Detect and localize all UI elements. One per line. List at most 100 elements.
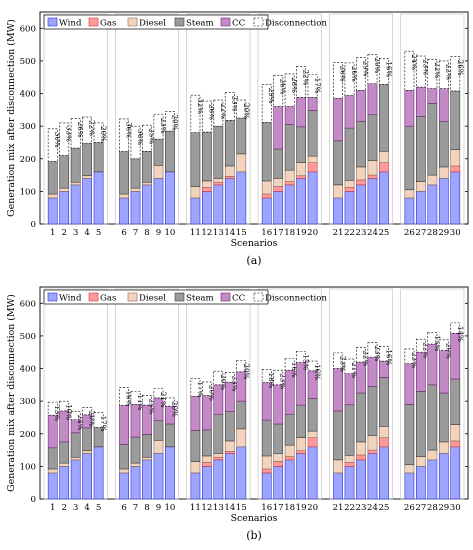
- disconnection-pct-label: 30%: [53, 132, 62, 148]
- bar-segment-wind: [142, 184, 152, 225]
- x-tick-label: 25: [378, 503, 389, 513]
- x-tick-label: 23: [356, 228, 367, 238]
- x-tick-label: 10: [164, 503, 175, 513]
- x-tick-label: 15: [236, 228, 247, 238]
- bar-segment-steam: [333, 140, 343, 186]
- bar-segment-gas: [213, 456, 224, 461]
- bar-segment-steam: [284, 413, 295, 446]
- disconnection-pct-label: 22%: [421, 342, 430, 358]
- bar-segment-steam: [404, 404, 415, 466]
- x-tick-label: 16: [261, 228, 272, 238]
- x-tick-label: 11: [190, 503, 201, 513]
- disconnection-pct-label: 10%: [65, 404, 74, 420]
- bar-segment-diesel: [236, 153, 247, 173]
- disconnection-pct-label: 17%: [313, 78, 322, 94]
- bar-segment-disconnection: [236, 360, 247, 373]
- bar-segment-cc: [119, 405, 129, 445]
- bar-segment-steam: [47, 447, 58, 470]
- disconnection-pct-label: 16%: [384, 349, 393, 365]
- disconnection-pct-label: 18%: [267, 373, 276, 389]
- bar-segment-wind: [296, 453, 307, 500]
- disconnection-pct-label: 26%: [207, 104, 216, 120]
- bar-segment-cc: [404, 89, 415, 127]
- bar-segment-disconnection: [119, 387, 129, 406]
- panel-label: (a): [246, 254, 261, 267]
- bar-segment-steam: [142, 150, 152, 183]
- disconnection-pct-label: 14%: [456, 326, 465, 342]
- bar-segment-diesel: [130, 187, 141, 192]
- legend-swatch-steam: [174, 292, 185, 302]
- bar-segment-cc: [284, 106, 295, 125]
- bar-segment-diesel: [415, 456, 426, 467]
- bar-segment-diesel: [59, 187, 70, 192]
- disconnection-pct-label: 20%: [99, 126, 108, 142]
- bar-segment-wind: [59, 466, 70, 500]
- bar-segment-diesel: [201, 455, 212, 463]
- bar-segment-steam: [165, 423, 175, 448]
- bar-segment-diesel: [344, 454, 355, 463]
- disconnection-pct-label: 23%: [230, 375, 239, 391]
- x-tick-label: 4: [84, 503, 90, 513]
- bar-segment-disconnection: [273, 75, 284, 107]
- legend-label-diesel: Diesel: [139, 19, 166, 29]
- disconnection-pct-label: 22%: [433, 62, 442, 78]
- bar-segment-diesel: [70, 181, 81, 186]
- bar-segment-steam: [119, 444, 129, 470]
- x-tick-label: 9: [156, 503, 161, 513]
- bar-segment-steam: [130, 158, 141, 189]
- bar-segment-wind: [367, 453, 378, 500]
- bar-segment-cc: [296, 97, 307, 128]
- disconnection-pct-label: 16%: [290, 362, 299, 378]
- bar-segment-gas: [273, 461, 284, 467]
- bar-segment-steam: [367, 386, 378, 436]
- bar-segment-wind: [261, 197, 272, 225]
- bar-segment-diesel: [296, 437, 307, 452]
- disconnection-pct-label: 32%: [196, 98, 205, 114]
- bar-segment-wind: [236, 171, 247, 225]
- bar-segment-steam: [59, 155, 70, 189]
- bar-segment-disconnection: [427, 58, 438, 89]
- bar-segment-disconnection: [142, 124, 152, 152]
- bar-segment-diesel: [415, 181, 426, 192]
- bar-segment-gas: [356, 454, 366, 461]
- bar-segment-disconnection: [119, 118, 129, 152]
- bar-segment-wind: [307, 171, 318, 225]
- bar-segment-disconnection: [213, 99, 224, 127]
- x-tick-label: 18: [284, 228, 295, 238]
- x-tick-label: 21: [333, 228, 344, 238]
- bar-segment-steam: [415, 116, 426, 182]
- disconnection-pct-label: 23%: [410, 352, 419, 368]
- x-tick-label: 11: [190, 228, 201, 238]
- y-tick-label: 500: [20, 57, 36, 67]
- bar-segment-diesel: [213, 178, 224, 183]
- disconnection-pct-label: 28%: [290, 77, 299, 93]
- plot-frame: [39, 286, 469, 500]
- bar-segment-diesel: [119, 193, 129, 199]
- bar-segment-diesel: [284, 444, 295, 457]
- y-tick-label: 200: [20, 430, 36, 440]
- bar-segment-gas: [307, 162, 318, 173]
- y-tick-label: 0: [31, 220, 36, 230]
- legend-label-gas: Gas: [100, 19, 116, 29]
- disconnection-pct-label: 22%: [88, 120, 97, 136]
- bar-segment-disconnection: [201, 100, 212, 133]
- bar-segment-wind: [47, 472, 58, 500]
- x-tick-label: 17: [273, 503, 284, 513]
- x-tick-label: 18: [284, 503, 295, 513]
- bar-segment-steam: [379, 377, 389, 427]
- x-tick-label: 30: [450, 503, 461, 513]
- bar-segment-disconnection: [344, 358, 355, 375]
- bar-segment-diesel: [224, 165, 235, 177]
- legend-swatch-steam: [174, 17, 185, 27]
- bar-segment-wind: [415, 191, 426, 225]
- legend-box: [43, 14, 269, 30]
- bar-segment-steam: [119, 151, 129, 195]
- bar-segment-disconnection: [356, 57, 366, 91]
- bar-segment-diesel: [82, 450, 93, 454]
- disconnection-pct-label: 24%: [76, 415, 85, 431]
- bar-segment-diesel: [356, 166, 366, 181]
- bar-segment-disconnection: [404, 50, 415, 91]
- x-tick-label: 2: [61, 228, 66, 238]
- bar-segment-cc: [415, 86, 426, 117]
- disconnection-pct-label: 20%: [207, 385, 216, 401]
